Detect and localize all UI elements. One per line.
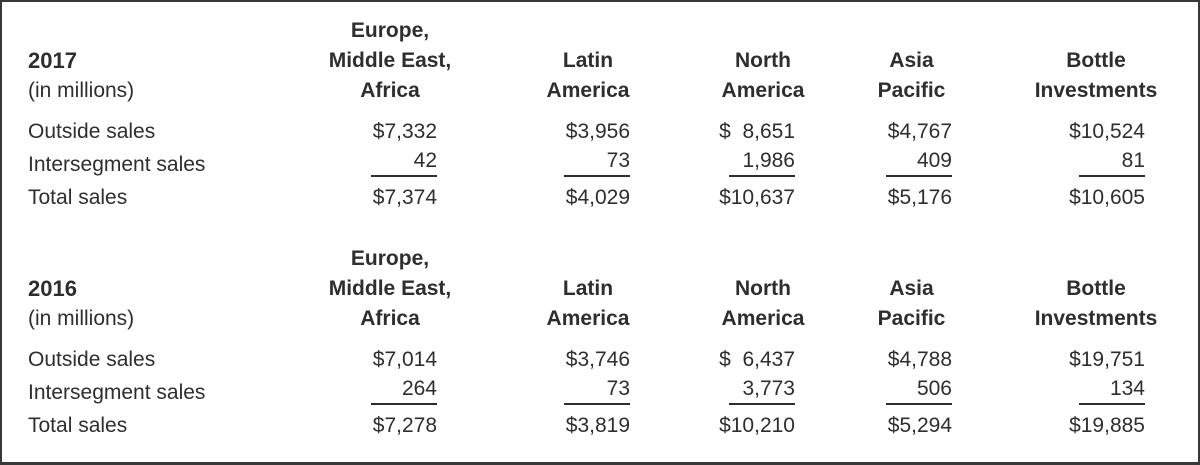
value-cell: $7,014 [372, 348, 437, 371]
value-cell: 506 [823, 372, 980, 405]
row-label: Intersegment sales [28, 153, 206, 176]
table-row-total-sales: Total sales $7,278 $3,819 $10,210 $5,294… [10, 405, 1190, 438]
value-cell: $5,176 [887, 186, 952, 209]
underlined-value: 134 [1079, 377, 1145, 405]
header-row-2016: 2016 (in millions) Europe, Middle East, … [10, 244, 1190, 339]
value-cell: 42 [285, 144, 465, 177]
value-cell: 409 [823, 144, 980, 177]
col-header-north-america: North America [721, 277, 805, 330]
value-cell: 1,986 [655, 144, 823, 177]
col-header-bottle-investments: Bottle Investments [1034, 277, 1158, 330]
table-row-intersegment-sales: Intersegment sales 264 73 3,773 506 134 [10, 372, 1190, 405]
underlined-value: 3,773 [729, 377, 795, 405]
value-cell: $10,605 [1069, 186, 1145, 209]
value-cell: $4,767 [887, 120, 952, 143]
section-label-2016: 2016 (in millions) [10, 244, 285, 339]
underlined-value: 73 [564, 377, 630, 405]
underlined-value: 506 [886, 377, 952, 405]
row-label: Outside sales [28, 120, 156, 143]
col-header-latin-america: Latin America [546, 277, 630, 330]
unit-note: (in millions) [28, 307, 135, 330]
col-header-asia-pacific: Asia Pacific [877, 277, 946, 330]
table-row-outside-sales: Outside sales $7,014 $3,746 $ 6,437 $4,7… [10, 339, 1190, 372]
value-cell: $19,885 [1069, 414, 1145, 437]
table-row-total-sales: Total sales $7,374 $4,029 $10,637 $5,176… [10, 177, 1190, 210]
row-label: Intersegment sales [28, 381, 206, 404]
segment-table-2016: 2016 (in millions) Europe, Middle East, … [10, 244, 1190, 438]
underlined-value: 73 [564, 149, 630, 177]
value-cell: $3,956 [565, 120, 630, 143]
value-cell: $10,637 [719, 186, 795, 209]
value-cell: 81 [980, 144, 1190, 177]
underlined-value: 264 [371, 377, 437, 405]
value-cell: 73 [465, 144, 655, 177]
value-cell: $7,278 [372, 414, 437, 437]
row-label: Outside sales [28, 348, 156, 371]
col-header-latin-america: Latin America [546, 49, 630, 102]
col-header-north-america: North America [721, 49, 805, 102]
section-label-2017: 2017 (in millions) [10, 16, 285, 111]
value-cell: $3,819 [565, 414, 630, 437]
year-label: 2016 [28, 276, 77, 301]
value-cell: $4,788 [887, 348, 952, 371]
value-cell: $19,751 [1069, 348, 1145, 371]
value-cell: $7,374 [372, 186, 437, 209]
value-cell: $10,524 [1069, 120, 1145, 143]
value-cell: $4,029 [565, 186, 630, 209]
unit-note: (in millions) [28, 79, 135, 102]
value-cell: $5,294 [887, 414, 952, 437]
table-row-outside-sales: Outside sales $7,332 $3,956 $ 8,651 $4,7… [10, 111, 1190, 144]
underlined-value: 81 [1079, 149, 1145, 177]
segment-table-2017: 2017 (in millions) Europe, Middle East, … [10, 16, 1190, 210]
value-cell: $10,210 [719, 414, 795, 437]
col-header-europe-middle-east-africa: Europe, Middle East, Africa [328, 247, 452, 330]
year-label: 2017 [28, 48, 77, 73]
value-cell: 134 [980, 372, 1190, 405]
underlined-value: 409 [886, 149, 952, 177]
underlined-value: 42 [371, 149, 437, 177]
value-cell: $ 8,651 [719, 120, 795, 143]
value-cell: 3,773 [655, 372, 823, 405]
value-cell: $ 6,437 [719, 348, 795, 371]
header-row-2017: 2017 (in millions) Europe, Middle East, … [10, 16, 1190, 111]
value-cell: $7,332 [372, 120, 437, 143]
col-header-europe-middle-east-africa: Europe, Middle East, Africa [328, 19, 452, 102]
row-label: Total sales [28, 186, 128, 209]
col-header-bottle-investments: Bottle Investments [1034, 49, 1158, 102]
underlined-value: 1,986 [729, 149, 795, 177]
row-label: Total sales [28, 414, 128, 437]
value-cell: 264 [285, 372, 465, 405]
col-header-asia-pacific: Asia Pacific [877, 49, 946, 102]
table-row-intersegment-sales: Intersegment sales 42 73 1,986 409 81 [10, 144, 1190, 177]
value-cell: 73 [465, 372, 655, 405]
value-cell: $3,746 [565, 348, 630, 371]
